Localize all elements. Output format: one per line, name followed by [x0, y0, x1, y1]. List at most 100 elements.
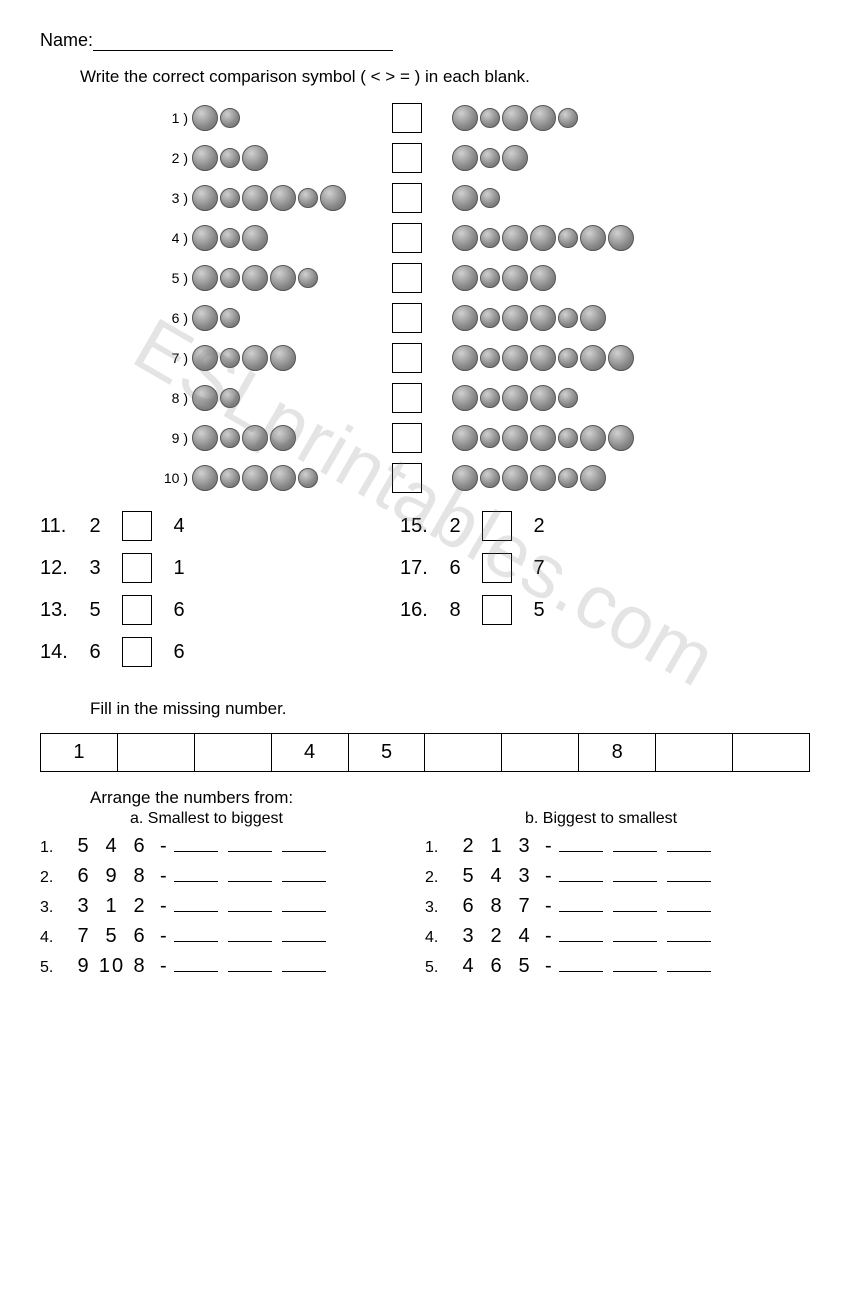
coin-icon: [270, 265, 296, 291]
compare-value-left: 8: [440, 599, 470, 622]
compare-value-left: 2: [440, 515, 470, 538]
answer-blank[interactable]: [559, 834, 603, 852]
comparison-answer-box[interactable]: [482, 511, 512, 541]
coin-icon: [220, 148, 240, 168]
dash: -: [545, 955, 552, 978]
coin-row: 3 ): [160, 181, 810, 215]
coin-row: 5 ): [160, 261, 810, 295]
comparison-answer-box[interactable]: [122, 637, 152, 667]
answer-blank[interactable]: [667, 954, 711, 972]
answer-blank[interactable]: [559, 894, 603, 912]
fill-cell: 1: [41, 734, 118, 772]
answer-blank[interactable]: [174, 954, 218, 972]
compare-value-right: 5: [524, 599, 554, 622]
answer-blank[interactable]: [174, 834, 218, 852]
answer-blank[interactable]: [613, 894, 657, 912]
comparison-answer-box[interactable]: [392, 223, 422, 253]
comparison-answer-box[interactable]: [392, 143, 422, 173]
answer-blank[interactable]: [613, 954, 657, 972]
left-coin-group: [192, 465, 382, 491]
answer-blank[interactable]: [228, 834, 272, 852]
coin-icon: [530, 265, 556, 291]
coin-icon: [480, 148, 500, 168]
answer-blank[interactable]: [282, 954, 326, 972]
arrange-row: 5.465-: [425, 954, 810, 978]
comparison-answer-box[interactable]: [122, 595, 152, 625]
answer-blank[interactable]: [228, 924, 272, 942]
comparison-answer-box[interactable]: [482, 595, 512, 625]
answer-blank[interactable]: [559, 954, 603, 972]
coin-icon: [452, 185, 478, 211]
comparison-answer-box[interactable]: [392, 183, 422, 213]
coin-icon: [480, 308, 500, 328]
answer-blank[interactable]: [174, 864, 218, 882]
comparison-answer-box[interactable]: [122, 553, 152, 583]
question-number: 11.: [40, 515, 80, 538]
coin-icon: [220, 388, 240, 408]
comparison-answer-box[interactable]: [392, 103, 422, 133]
answer-blank[interactable]: [282, 834, 326, 852]
answer-blank[interactable]: [282, 924, 326, 942]
coin-icon: [480, 388, 500, 408]
fill-cell[interactable]: [425, 734, 502, 772]
answer-blank[interactable]: [613, 864, 657, 882]
right-coin-group: [452, 425, 634, 451]
question-number: 4.: [40, 929, 70, 947]
answer-blank[interactable]: [667, 864, 711, 882]
instruction-1: Write the correct comparison symbol ( < …: [80, 67, 810, 87]
coin-icon: [270, 465, 296, 491]
coin-icon: [558, 108, 578, 128]
question-number: 3.: [425, 899, 455, 917]
answer-blank[interactable]: [613, 834, 657, 852]
fill-cell[interactable]: [194, 734, 271, 772]
comparison-answer-box[interactable]: [482, 553, 512, 583]
comparison-answer-box[interactable]: [392, 383, 422, 413]
answer-blank[interactable]: [174, 924, 218, 942]
answer-blank[interactable]: [174, 894, 218, 912]
arrange-section: Arrange the numbers from: a. Smallest to…: [40, 788, 810, 984]
name-label: Name:: [40, 30, 93, 50]
answer-blank[interactable]: [282, 894, 326, 912]
arrange-values: 324: [455, 925, 539, 948]
comparison-answer-box[interactable]: [392, 463, 422, 493]
comparison-answer-box[interactable]: [392, 423, 422, 453]
coin-icon: [192, 225, 218, 251]
number-compare-row: 15.22: [400, 511, 760, 541]
question-number: 14.: [40, 641, 80, 664]
coin-icon: [298, 268, 318, 288]
coin-row: 8 ): [160, 381, 810, 415]
answer-blank[interactable]: [559, 864, 603, 882]
comparison-answer-box[interactable]: [392, 263, 422, 293]
subhead-a: a. Smallest to biggest: [130, 810, 425, 828]
coin-icon: [580, 425, 606, 451]
answer-blank[interactable]: [667, 894, 711, 912]
coin-icon: [192, 385, 218, 411]
fill-cell[interactable]: [733, 734, 810, 772]
answer-blank[interactable]: [228, 954, 272, 972]
answer-blank[interactable]: [282, 864, 326, 882]
answer-blank[interactable]: [667, 834, 711, 852]
coin-icon: [480, 428, 500, 448]
comparison-answer-box[interactable]: [392, 303, 422, 333]
fill-cell[interactable]: [502, 734, 579, 772]
comparison-answer-box[interactable]: [392, 343, 422, 373]
coin-icon: [558, 388, 578, 408]
coin-icon: [480, 268, 500, 288]
compare-value-right: 2: [524, 515, 554, 538]
answer-blank[interactable]: [559, 924, 603, 942]
fill-cell[interactable]: [656, 734, 733, 772]
name-blank[interactable]: [93, 50, 393, 51]
answer-blank[interactable]: [667, 924, 711, 942]
answer-blank[interactable]: [228, 864, 272, 882]
comparison-answer-box[interactable]: [122, 511, 152, 541]
left-coin-group: [192, 225, 382, 251]
coin-icon: [220, 348, 240, 368]
coin-icon: [580, 345, 606, 371]
dash: -: [160, 865, 167, 888]
answer-blank[interactable]: [228, 894, 272, 912]
fill-cell[interactable]: [117, 734, 194, 772]
coin-icon: [452, 225, 478, 251]
question-number: 1.: [40, 839, 70, 857]
coin-icon: [502, 145, 528, 171]
answer-blank[interactable]: [613, 924, 657, 942]
